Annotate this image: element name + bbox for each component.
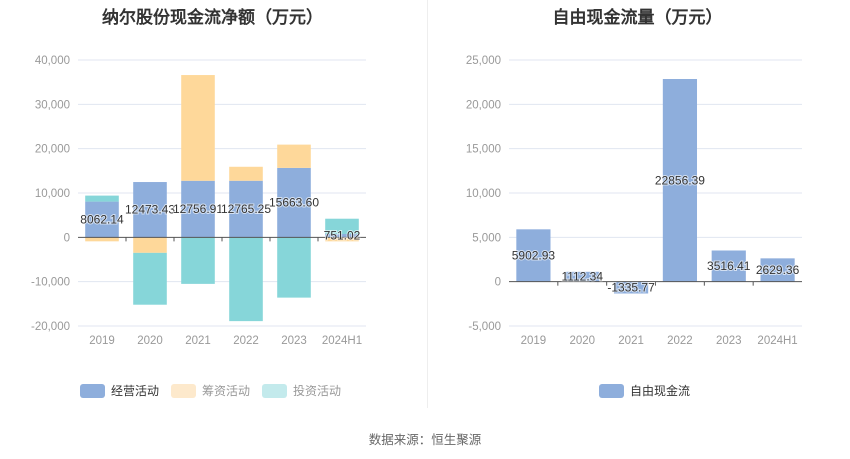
bar-financing — [277, 144, 311, 168]
y-tick-label: 10,000 — [35, 188, 70, 200]
legend-item-investing[interactable]: 投资活动 — [262, 382, 341, 399]
legend-swatch-free-cash-flow — [599, 383, 624, 398]
data-label: 12765.25 — [221, 202, 271, 216]
bar-free_cash_flow — [760, 258, 795, 282]
left-chart-legend: 经营活动 筹资活动 投资活动 — [80, 382, 341, 399]
bar-operating — [181, 180, 215, 238]
x-tick-label: 2019 — [89, 335, 115, 347]
legend-label-investing: 投资活动 — [293, 384, 342, 398]
y-tick-label: 10,000 — [466, 188, 501, 200]
chart-divider — [427, 0, 428, 408]
bar-financing — [85, 237, 119, 242]
bar-financing — [181, 75, 215, 181]
data-label: 22856.39 — [655, 173, 705, 187]
legend-item-operating[interactable]: 经营活动 — [80, 382, 159, 399]
bar-investing — [325, 218, 359, 235]
legend-label-operating: 经营活动 — [111, 384, 160, 398]
x-tick-label: 2020 — [137, 335, 163, 347]
y-tick-label: 20,000 — [466, 99, 501, 111]
y-tick-label: -5,000 — [468, 321, 501, 333]
right-chart-plot: 25,000 20,000 15,000 10,000 5,000 0 -5,000 2019… — [466, 55, 802, 347]
data-label: 8062.14 — [80, 212, 124, 226]
bar-financing — [133, 237, 167, 253]
bar-investing — [229, 237, 263, 322]
data-source-note: 数据来源：恒生聚源 — [368, 432, 482, 447]
x-tick-label: 2019 — [521, 335, 547, 347]
bar-free_cash_flow — [613, 281, 649, 294]
legend-swatch-investing — [262, 383, 288, 398]
x-tick-label: 2021 — [185, 335, 211, 347]
x-tick-label: 2022 — [667, 335, 693, 347]
bar-free_cash_flow — [565, 271, 600, 282]
bar-financing — [229, 166, 263, 181]
y-tick-label: 5,000 — [472, 232, 501, 244]
bar-financing — [325, 237, 359, 242]
y-tick-label: 30,000 — [35, 99, 70, 111]
charts-canvas: 40,000 30,000 20,000 10,000 0 -10,000 -20,000 2… — [31, 55, 802, 347]
data-label: 12756.91 — [173, 202, 223, 216]
left-chart-plot: 40,000 30,000 20,000 10,000 0 -10,000 -20,000 2… — [31, 55, 366, 347]
bar-free_cash_flow — [516, 229, 551, 282]
bar-operating — [229, 180, 263, 238]
legend-swatch-operating — [80, 383, 105, 398]
y-tick-label: 15,000 — [466, 144, 501, 156]
y-tick-label: 20,000 — [35, 144, 70, 156]
y-tick-label: -20,000 — [31, 321, 70, 333]
legend-label-free-cash-flow: 自由现金流 — [630, 384, 691, 398]
x-tick-label: 2024H1 — [757, 335, 797, 347]
y-tick-label: -10,000 — [31, 277, 70, 289]
x-tick-label: 2022 — [233, 335, 259, 347]
bar-investing — [277, 237, 311, 298]
y-tick-label: 40,000 — [35, 55, 70, 67]
data-label: 15663.60 — [269, 196, 319, 210]
data-label: 3516.41 — [707, 259, 751, 273]
bar-operating — [133, 182, 167, 238]
y-tick-label: 0 — [495, 277, 501, 289]
legend-item-free-cash-flow[interactable]: 自由现金流 — [599, 382, 690, 399]
bar-investing — [85, 195, 119, 202]
data-label: 2629.36 — [756, 263, 800, 277]
legend-label-financing: 筹资活动 — [202, 384, 251, 398]
data-label: 5902.93 — [512, 248, 556, 262]
bar-operating — [85, 201, 119, 238]
x-tick-label: 2023 — [716, 335, 742, 347]
legend-item-financing[interactable]: 筹资活动 — [171, 382, 250, 399]
data-label: -1335.77 — [607, 281, 655, 295]
x-tick-label: 2024H1 — [322, 335, 362, 347]
y-tick-label: 0 — [64, 232, 70, 244]
right-chart-legend: 自由现金流 — [599, 382, 690, 399]
data-label: 12473.43 — [125, 203, 175, 217]
data-label: 1112.34 — [561, 270, 603, 284]
data-label: 751.02 — [324, 229, 361, 243]
legend-swatch-financing — [171, 383, 197, 398]
right-chart-title: 自由现金流量（万元） — [552, 8, 723, 28]
bar-operating — [325, 234, 359, 238]
x-tick-label: 2020 — [569, 335, 595, 347]
x-tick-label: 2021 — [618, 335, 644, 347]
bar-investing — [133, 252, 167, 305]
left-chart-title: 纳尔股份现金流净额（万元） — [102, 8, 323, 28]
bar-free_cash_flow — [662, 79, 698, 282]
bar-free_cash_flow — [711, 250, 746, 282]
bar-investing — [181, 237, 215, 284]
x-tick-label: 2023 — [281, 335, 307, 347]
bar-operating — [277, 167, 311, 238]
y-tick-label: 25,000 — [466, 55, 501, 67]
